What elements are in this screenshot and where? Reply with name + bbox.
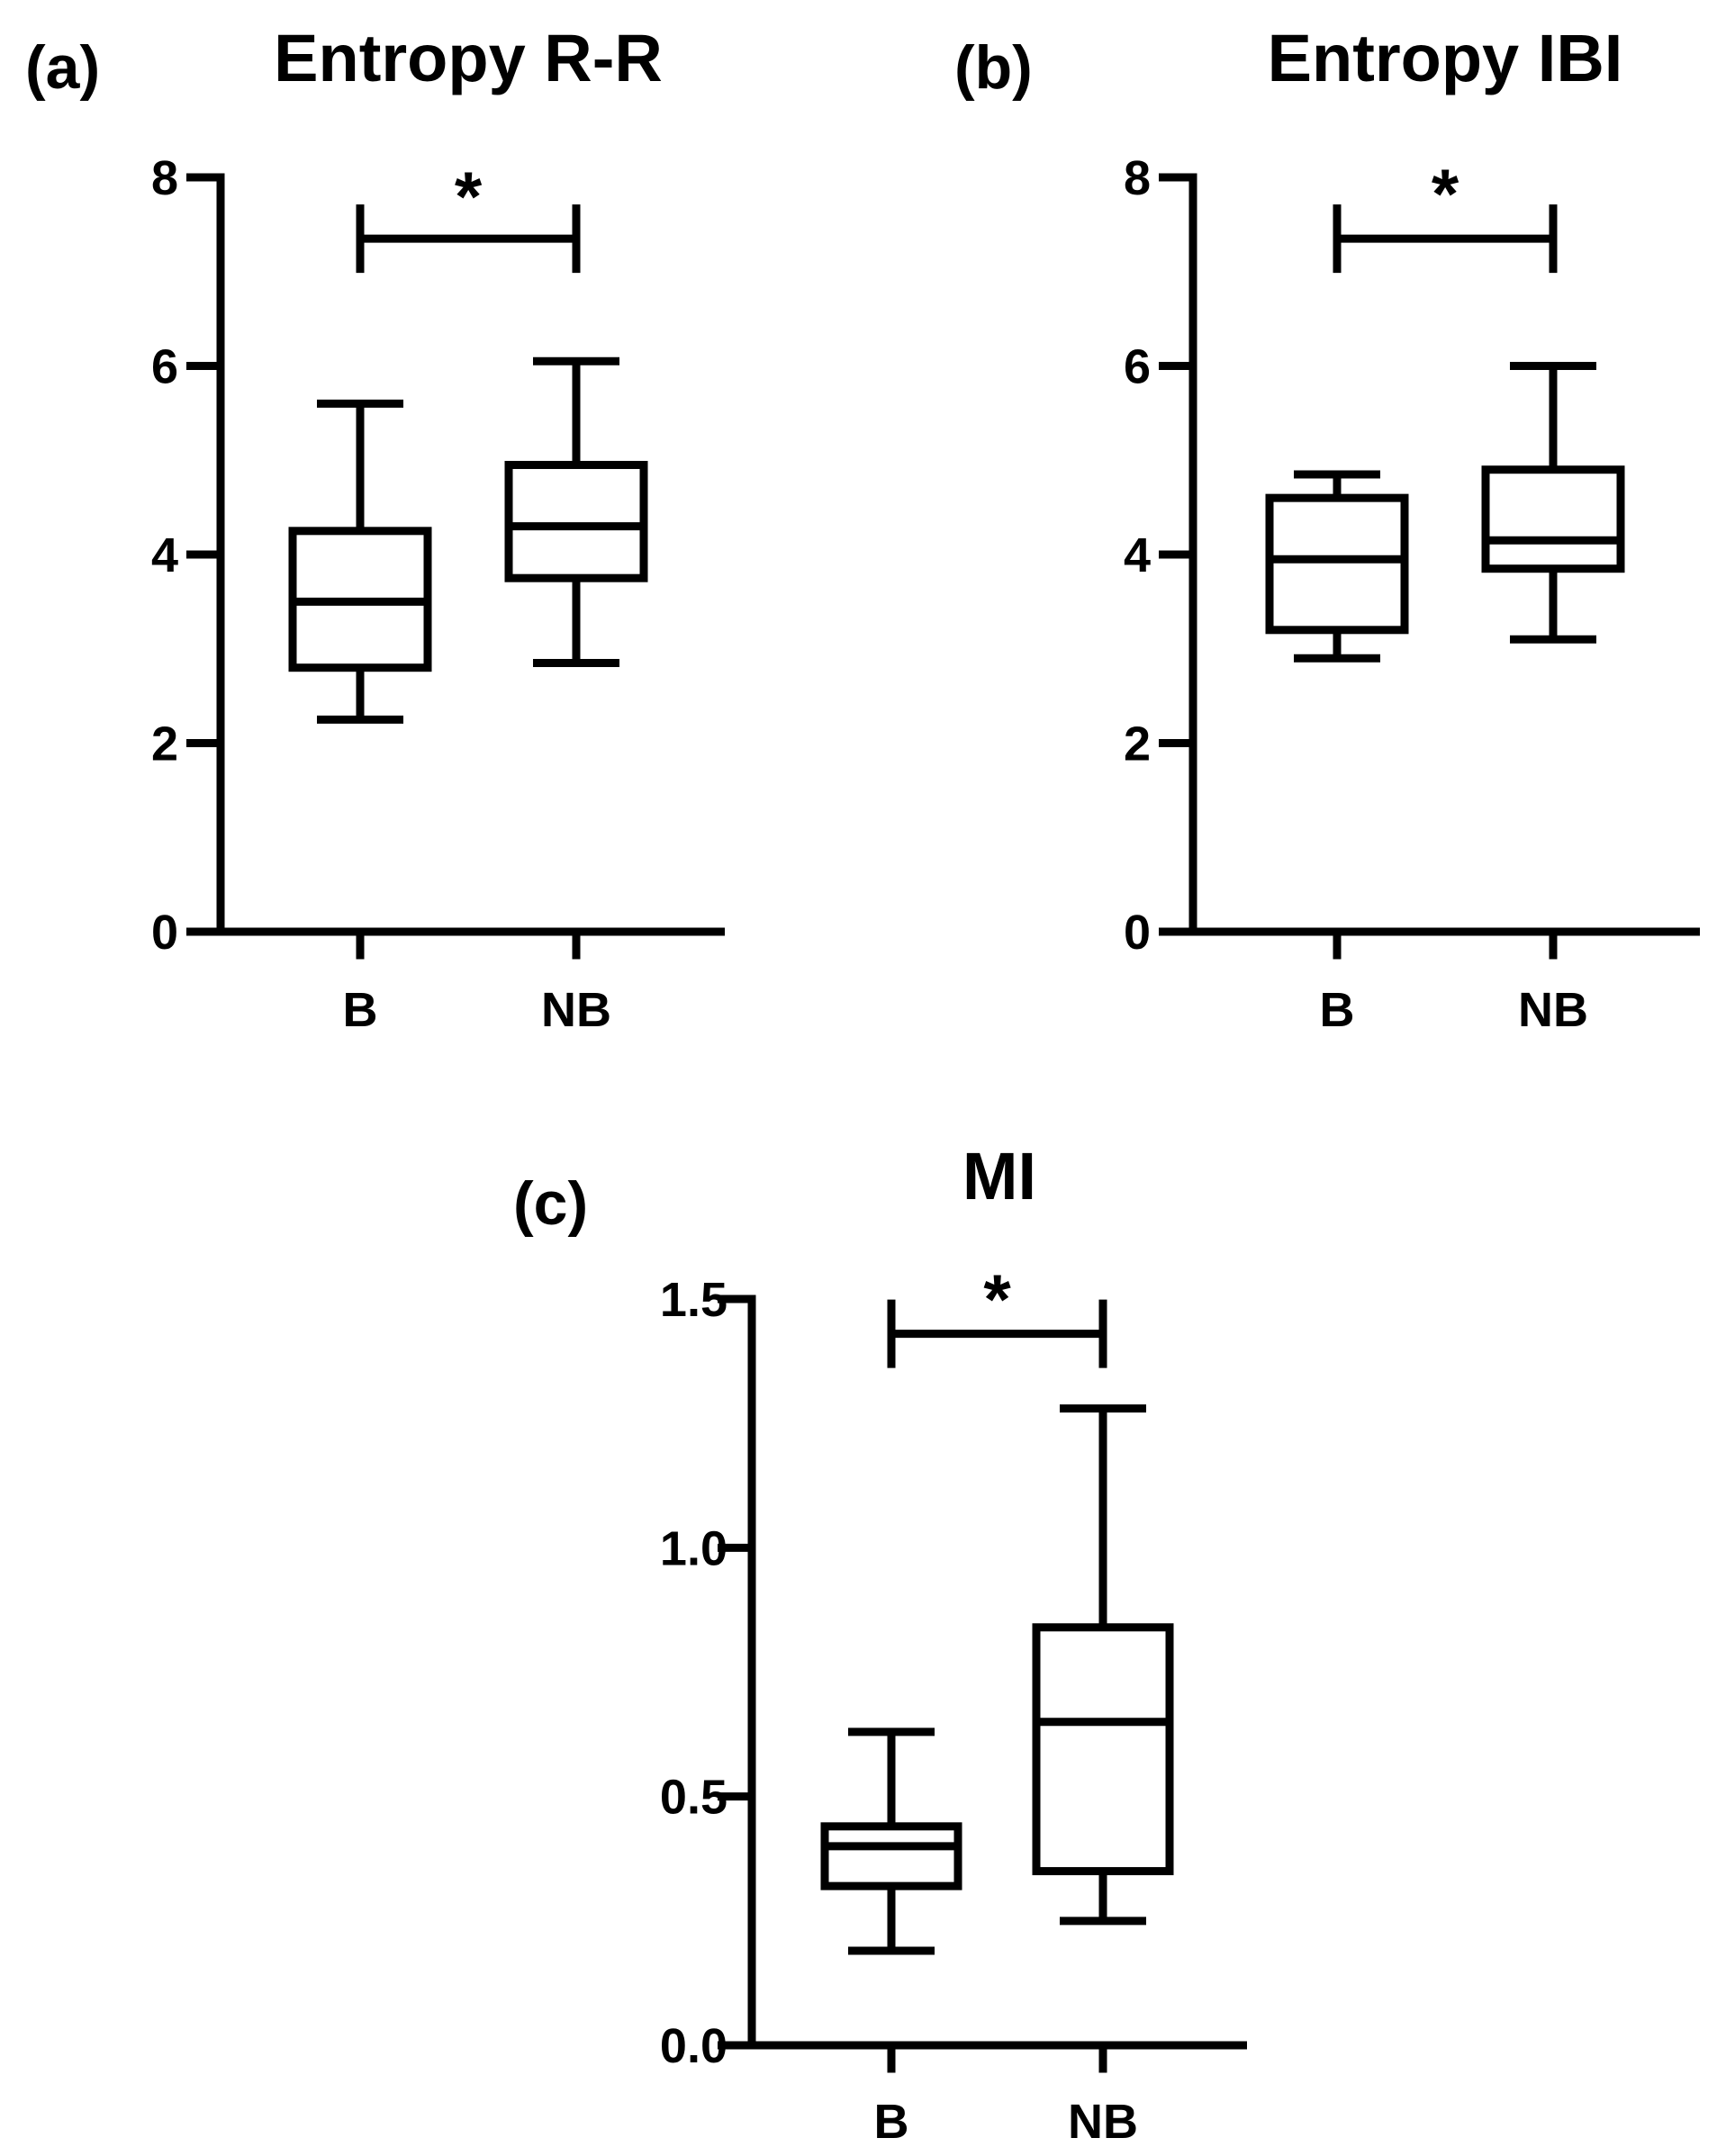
y-tick-label: 1.0: [660, 1521, 727, 1575]
y-tick-label: 8: [1124, 151, 1151, 205]
box-B: [1265, 470, 1409, 663]
box-B: [820, 1728, 962, 1955]
box-NB: [504, 356, 648, 667]
y-tick-label: 1.5: [660, 1273, 727, 1327]
box-B: [288, 399, 432, 724]
chart-title: Entropy R-R: [274, 21, 663, 95]
box-iqr: [820, 1822, 962, 1890]
chart-panel-3: (c) MI 0.0 0.5 1.0 1.5 B NB *: [513, 1139, 1247, 2149]
x-tick-label: B: [343, 983, 378, 1037]
y-tick-label: 2: [1124, 717, 1151, 771]
panel-label: (c): [513, 1169, 588, 1238]
x-tick-label: NB: [1068, 2095, 1138, 2149]
box-iqr: [504, 460, 648, 582]
y-tick-label: 8: [151, 151, 178, 205]
y-tick-label: 4: [1124, 528, 1151, 582]
y-tick-label: 0.0: [660, 2019, 727, 2073]
chart-title: Entropy IBI: [1268, 21, 1623, 95]
significance-bracket: *: [1333, 154, 1558, 274]
box-NB: [1032, 1404, 1174, 1926]
y-tick-label: 2: [151, 717, 178, 771]
box-NB: [1481, 362, 1625, 644]
y-tick-label: 0.5: [660, 1771, 727, 1825]
box-iqr: [1032, 1623, 1174, 1876]
x-tick-label: B: [1320, 983, 1355, 1037]
x-tick-label: NB: [541, 983, 611, 1037]
chart-title: MI: [962, 1139, 1036, 1213]
chart-panel-2: (b) Entropy IBI 0 2 4 6 8 B NB *: [954, 21, 1700, 1037]
significance-star: *: [983, 1259, 1011, 1339]
chart-panel-1: (a) Entropy R-R 0 2 4 6 8 B NB *: [25, 21, 725, 1037]
y-tick-label: 0: [151, 906, 178, 960]
significance-star: *: [1432, 154, 1459, 233]
box-iqr: [1481, 465, 1625, 573]
x-tick-label: NB: [1518, 983, 1588, 1037]
x-tick-label: B: [874, 2095, 909, 2149]
y-tick-label: 0: [1124, 906, 1151, 960]
panel-label: (a): [25, 33, 100, 102]
significance-bracket: *: [887, 1259, 1107, 1368]
box-iqr: [1265, 493, 1409, 635]
panel-label: (b): [954, 33, 1033, 102]
significance-star: *: [455, 157, 483, 236]
y-tick-label: 6: [151, 340, 178, 394]
y-tick-label: 6: [1124, 340, 1151, 394]
y-tick-label: 4: [151, 528, 178, 582]
significance-bracket: *: [356, 157, 581, 274]
